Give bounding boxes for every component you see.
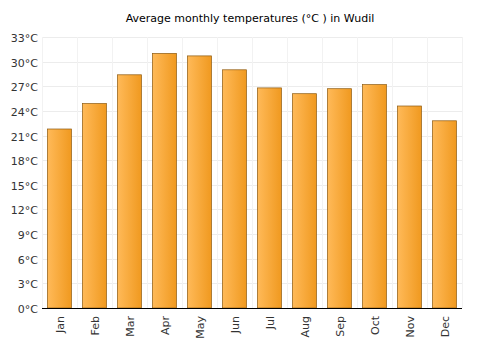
title: Average monthly temperatures (°C ) in Wu…: [126, 12, 375, 25]
grid-line: [182, 37, 183, 308]
grid-line: [42, 37, 43, 308]
y-tick-label: 3°C: [18, 278, 38, 291]
y-tick-label: 24°C: [11, 106, 38, 119]
x-tick-label: Mar: [124, 316, 137, 337]
x-tick-label: Nov: [404, 316, 417, 338]
grid-line: [77, 37, 78, 308]
grid-line: [42, 308, 462, 309]
grid-line: [112, 37, 113, 308]
grid-line: [147, 37, 148, 308]
y-tick-label: 9°C: [18, 229, 38, 242]
grid-line: [392, 37, 393, 308]
grid-line: [427, 37, 428, 308]
y-tick-label: 12°C: [11, 204, 38, 217]
bar: [152, 53, 176, 308]
bar: [432, 121, 456, 308]
bar: [397, 106, 421, 308]
bar: [292, 94, 316, 308]
grid-line: [252, 37, 253, 308]
x-tick-label: Oct: [369, 315, 382, 335]
x-tick-label: Jan: [54, 316, 67, 334]
x-axis: [42, 308, 462, 309]
bar: [257, 88, 281, 308]
y-tick-label: 0°C: [18, 303, 38, 316]
y-tick-label: 30°C: [11, 57, 38, 70]
grid-line: [217, 37, 218, 308]
y-tick-label: 33°C: [11, 32, 38, 45]
y-tick-label: 27°C: [11, 81, 38, 94]
y-tick-label: 15°C: [11, 180, 38, 193]
x-tick-label: Apr: [159, 316, 172, 336]
y-tick-label: 18°C: [11, 155, 38, 168]
y-tick-label: 6°C: [18, 254, 38, 267]
x-tick-label: Feb: [89, 316, 102, 335]
bar: [222, 70, 246, 308]
x-tick-label: Jul: [264, 316, 277, 330]
grid-line: [357, 37, 358, 308]
bar: [187, 56, 211, 308]
chart: Average monthly temperatures (°C ) in Wu…: [0, 0, 500, 350]
bar: [362, 85, 386, 308]
x-tick-label: Aug: [299, 316, 312, 337]
x-tick-label: May: [194, 316, 207, 339]
grid-line: [287, 37, 288, 308]
bar: [327, 89, 351, 308]
bar: [82, 104, 106, 309]
bars: [47, 53, 456, 308]
bar: [47, 129, 71, 308]
grid-line: [322, 37, 323, 308]
x-tick-label: Sep: [334, 316, 347, 337]
x-tick-label: Jun: [229, 316, 242, 334]
bar: [117, 75, 141, 308]
x-tick-label: Dec: [439, 316, 452, 337]
grid-line: [462, 37, 463, 308]
y-tick-label: 21°C: [11, 131, 38, 144]
